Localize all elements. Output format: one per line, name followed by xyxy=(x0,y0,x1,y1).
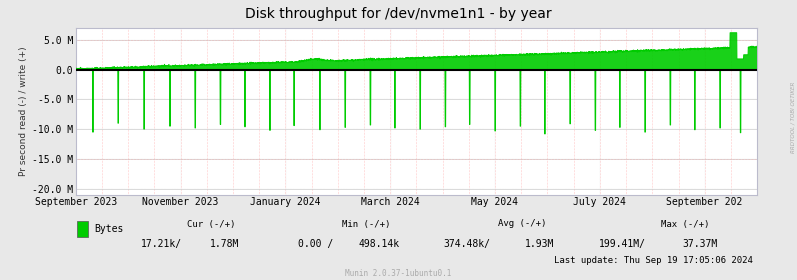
Text: 374.48k/: 374.48k/ xyxy=(443,239,490,249)
Text: Min (-/+): Min (-/+) xyxy=(343,220,391,228)
Text: 1.93M: 1.93M xyxy=(524,239,554,249)
Text: Munin 2.0.37-1ubuntu0.1: Munin 2.0.37-1ubuntu0.1 xyxy=(345,269,452,278)
Text: 0.00 /: 0.00 / xyxy=(298,239,333,249)
Text: Last update: Thu Sep 19 17:05:06 2024: Last update: Thu Sep 19 17:05:06 2024 xyxy=(554,256,753,265)
Text: Disk throughput for /dev/nvme1n1 - by year: Disk throughput for /dev/nvme1n1 - by ye… xyxy=(245,7,552,21)
Text: 498.14k: 498.14k xyxy=(359,239,400,249)
Text: Cur (-/+): Cur (-/+) xyxy=(187,220,235,228)
Text: 199.41M/: 199.41M/ xyxy=(599,239,646,249)
Text: Avg (-/+): Avg (-/+) xyxy=(498,220,546,228)
Text: 37.37M: 37.37M xyxy=(682,239,717,249)
Text: 1.78M: 1.78M xyxy=(210,239,239,249)
Text: 17.21k/: 17.21k/ xyxy=(140,239,182,249)
Text: Max (-/+): Max (-/+) xyxy=(662,220,709,228)
Y-axis label: Pr second read (-) / write (+): Pr second read (-) / write (+) xyxy=(18,46,28,176)
Text: RRDTOOL / TOBI OETIKER: RRDTOOL / TOBI OETIKER xyxy=(791,82,795,153)
Text: Bytes: Bytes xyxy=(94,224,124,234)
